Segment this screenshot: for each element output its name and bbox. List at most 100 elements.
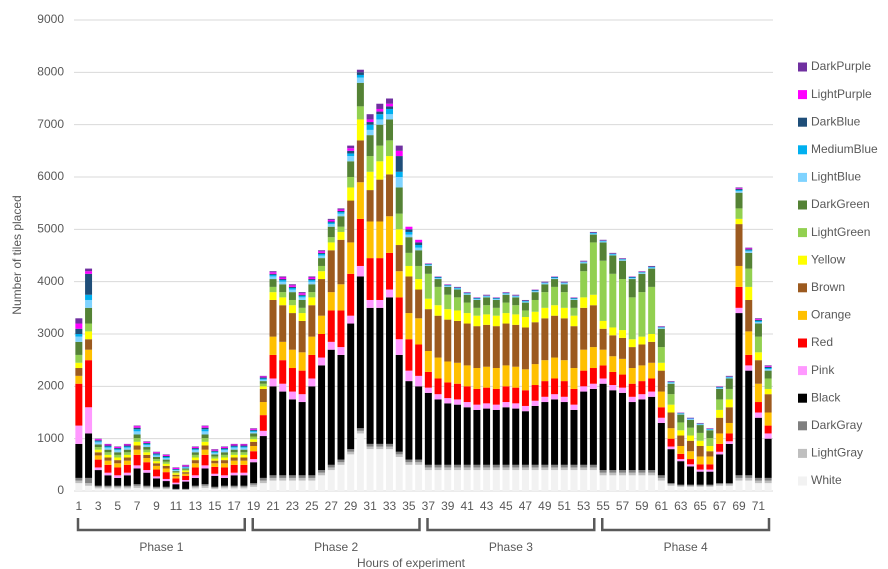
bar-segment: [521, 467, 529, 471]
bar-segment: [754, 352, 762, 361]
bar-segment: [308, 477, 316, 481]
bar-segment: [356, 72, 364, 75]
bar-segment: [279, 280, 287, 282]
bar-segment: [153, 486, 161, 488]
bar-segment: [599, 383, 607, 471]
bar-segment: [521, 301, 529, 302]
bar-segment: [453, 297, 461, 311]
bar-segment: [123, 449, 131, 453]
bar-segment: [220, 454, 228, 458]
bar-segment: [143, 488, 151, 491]
bar-segment: [473, 326, 481, 369]
bar-segment: [75, 383, 83, 426]
y-tick-label: 8000: [37, 65, 64, 79]
x-tick-label: 55: [596, 499, 610, 513]
bar-segment: [356, 276, 364, 429]
bar-segment: [405, 459, 413, 463]
bar-segment: [424, 264, 432, 265]
bar-segment: [754, 360, 762, 384]
bar-segment: [648, 267, 656, 269]
bar-segment: [211, 456, 219, 459]
bar-segment: [560, 292, 568, 308]
bar-segment: [541, 360, 549, 382]
bar-segment: [628, 347, 636, 369]
bar-segment: [521, 369, 529, 391]
bar-segment: [162, 481, 170, 487]
bar-segment: [735, 480, 743, 491]
bar-segment: [279, 477, 287, 481]
bar-segment: [386, 446, 394, 450]
bar-segment: [531, 292, 539, 300]
bar-segment: [444, 398, 452, 404]
bar-segment: [123, 472, 131, 476]
bar-segment: [696, 486, 704, 491]
bar-segment: [220, 463, 228, 468]
bar-segment: [104, 475, 112, 486]
bar-segment: [308, 279, 316, 281]
x-tick-label: 47: [519, 499, 533, 513]
bar-segment: [453, 289, 461, 298]
bar-segment: [318, 252, 326, 254]
legend-label: MediumBlue: [811, 142, 878, 156]
bar-segment: [609, 470, 617, 473]
bar-segment: [230, 452, 238, 455]
bar-segment: [453, 467, 461, 471]
bar-segment: [366, 156, 374, 172]
bar-segment: [114, 446, 122, 448]
bar-segment: [512, 297, 520, 306]
bar-segment: [308, 292, 316, 298]
bar-segment: [492, 299, 500, 308]
bar-segment: [599, 475, 607, 491]
phase-label: Phase 1: [139, 540, 183, 554]
bar-segment: [191, 467, 199, 476]
bar-segment: [405, 370, 413, 382]
bar-segment: [386, 443, 394, 447]
bar-segment: [492, 404, 500, 410]
bar-segment: [667, 382, 675, 384]
bar-segment: [220, 488, 228, 491]
bar-segment: [706, 464, 714, 470]
bar-segment: [162, 465, 170, 469]
bar-segment: [288, 299, 296, 306]
bar-segment: [463, 470, 471, 491]
bar-segment: [123, 485, 131, 487]
bar-segment: [473, 388, 481, 405]
bar-segment: [745, 475, 753, 478]
bar-segment: [318, 265, 326, 272]
bar-segment: [619, 387, 627, 393]
bar-segment: [191, 488, 199, 491]
bar-segment: [541, 292, 549, 308]
bar-segment: [172, 489, 180, 490]
bar-segment: [211, 488, 219, 491]
bar-segment: [366, 190, 374, 222]
bar-segment: [434, 315, 442, 358]
bar-segment: [395, 145, 403, 151]
bar-segment: [599, 365, 607, 379]
bar-segment: [434, 378, 442, 395]
bar-segment: [541, 284, 549, 293]
bar-segment: [551, 279, 559, 287]
bar-segment: [347, 315, 355, 324]
bar-segment: [153, 478, 161, 487]
bar-segment: [667, 449, 675, 484]
bar-segment: [609, 254, 617, 256]
bar-segment: [570, 299, 578, 308]
bar-segment: [259, 375, 267, 377]
bar-segment: [657, 475, 665, 478]
bar-segment: [735, 191, 743, 193]
bar-segment: [386, 119, 394, 141]
bar-segment: [94, 452, 102, 456]
bar-segment: [560, 282, 568, 283]
bar-segment: [434, 276, 442, 278]
legend-swatch: [798, 283, 807, 293]
bar-segment: [211, 454, 219, 457]
bar-segment: [162, 472, 170, 479]
bar-segment: [386, 449, 394, 491]
bar-segment: [376, 161, 384, 180]
bar-segment: [298, 402, 306, 476]
bar-segment: [172, 474, 180, 477]
bar-segment: [754, 318, 762, 320]
bar-segment: [434, 467, 442, 471]
bar-segment: [308, 354, 316, 379]
legend-label: LightGreen: [811, 225, 870, 239]
